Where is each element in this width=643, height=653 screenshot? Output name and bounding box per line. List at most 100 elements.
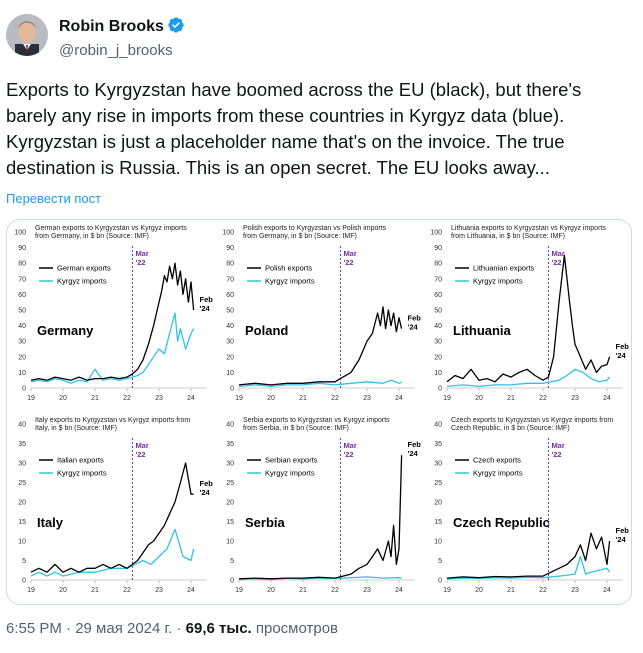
chart-title: Polish exports to Kyrgyzstan vs Polish i… [243,225,387,232]
legend-label: Czech exports [473,456,521,465]
end-label: '24 [408,449,419,458]
author-name-text[interactable]: Robin Brooks [59,18,164,35]
chart-panel-italy: 0 5 10 15 20 25 30 35 40 19 20 21 22 23 24 Italy export… [18,417,213,594]
y-tick-label: 5 [22,558,26,565]
x-tick-label: 19 [443,395,451,402]
y-tick-label: 70 [434,276,442,283]
y-tick-label: 40 [18,323,26,330]
country-label: Germany [37,323,94,338]
x-tick-label: 24 [603,395,611,402]
marker-label: '22 [551,450,561,459]
x-tick-label: 22 [539,395,547,402]
x-tick-label: 22 [123,587,131,594]
avatar-portrait-icon [6,14,48,56]
author-name[interactable]: Robin Brooks [59,16,185,36]
marker-label: Mar [551,441,564,450]
chart-title: Italy exports to Kyrgyzstan vs Kyrgyz im… [35,417,190,424]
x-tick-label: 24 [395,395,403,402]
y-tick-label: 20 [226,500,234,507]
end-label: '24 [200,304,211,313]
y-tick-label: 100 [14,230,26,237]
y-tick-label: 80 [434,261,442,268]
series-line-german-exports [30,262,195,381]
series-line-czech-exports [446,532,611,579]
end-label: '24 [200,488,211,497]
country-label: Poland [245,323,288,338]
chart-panel-poland: 0 10 20 30 40 50 60 70 80 90 100 19 20 21 22 23 24 Polish… [222,225,421,402]
translate-link[interactable]: Перевести пост [6,191,102,206]
series-line-kyrgyz-imports [446,368,611,388]
y-tick-label: 90 [226,245,234,252]
end-label: '24 [616,535,627,544]
chart-title: Lithuania exports to Kyrgyzstan vs Kyrgy… [451,225,606,232]
author-handle[interactable]: @robin_j_brooks [59,42,173,59]
tweet-timestamp[interactable]: 6:55 PM · 29 мая 2024 г. · [6,620,186,637]
x-tick-label: 21 [299,395,307,402]
y-tick-label: 80 [18,261,26,268]
end-label: Feb [408,314,422,323]
end-label: Feb [200,295,214,304]
x-tick-label: 23 [155,587,163,594]
avatar[interactable] [6,14,48,56]
y-tick-label: 60 [226,292,234,299]
y-tick-label: 0 [22,578,26,585]
x-tick-label: 24 [395,587,403,594]
y-tick-label: 5 [230,558,234,565]
y-tick-label: 40 [226,323,234,330]
country-label: Italy [37,515,64,530]
chart-title: Italy, in $ bn (Source: IMF) [35,425,117,432]
country-label: Czech Republic [453,515,550,530]
y-tick-label: 15 [226,519,234,526]
end-label: Feb [616,342,630,351]
marker-label: Mar [551,249,564,258]
country-label: Serbia [245,515,286,530]
y-tick-label: 40 [226,422,234,429]
y-tick-label: 20 [18,354,26,361]
chart-panel-lithuania: 0 10 20 30 40 50 60 70 80 90 100 19 20 21 22 23 24 Lithua… [430,225,629,402]
x-tick-label: 24 [603,587,611,594]
tweet-text: Exports to Kyrgyzstan have boomed across… [6,79,582,178]
x-tick-label: 19 [27,587,35,594]
country-label: Lithuania [453,323,512,338]
x-tick-label: 20 [475,395,483,402]
y-tick-label: 0 [438,578,442,585]
legend-label: Kyrgyz imports [265,469,315,478]
y-tick-label: 50 [226,308,234,315]
x-tick-label: 23 [571,395,579,402]
chart-panel-serbia: 0 5 10 15 20 25 30 35 40 19 20 21 22 23 24 Serbia expor… [226,417,421,594]
y-tick-label: 30 [226,339,234,346]
y-tick-label: 35 [434,441,442,448]
views-count: 69,6 тыс. [185,620,252,637]
x-tick-label: 23 [363,395,371,402]
y-tick-label: 20 [434,354,442,361]
y-tick-label: 30 [434,339,442,346]
y-tick-label: 30 [18,339,26,346]
marker-label: Mar [135,441,148,450]
chart-title: from Germany, in $ bn (Source: IMF) [35,233,149,240]
legend-label: Kyrgyz imports [265,277,315,286]
legend-label: Serbian exports [265,456,318,465]
verified-badge-icon [168,17,184,33]
legend-label: Kyrgyz imports [57,469,107,478]
series-line-lithuanian-exports [446,254,611,383]
y-tick-label: 25 [226,480,234,487]
y-tick-label: 70 [226,276,234,283]
y-tick-label: 35 [18,441,26,448]
x-tick-label: 23 [155,395,163,402]
series-line-kyrgyz-imports [30,528,195,577]
tweet-media-image[interactable]: 0 10 20 30 40 50 60 70 80 90 100 19 20 21 22 23 24 German… [6,219,632,605]
chart-title: Czech Republic, in $ bn (Source: IMF) [451,425,570,432]
y-tick-label: 0 [230,578,234,585]
chart-title: German exports to Kyrgyzstan vs Kyrgyz i… [35,225,187,232]
x-tick-label: 21 [299,587,307,594]
x-tick-label: 19 [443,587,451,594]
y-tick-label: 80 [226,261,234,268]
y-tick-label: 10 [226,539,234,546]
y-tick-label: 10 [18,370,26,377]
x-tick-label: 19 [27,395,35,402]
chart-title: Czech exports to Kyrgyzstan vs Kyrgyz im… [451,417,613,424]
marker-label: Mar [343,441,356,450]
x-tick-label: 21 [91,587,99,594]
x-tick-label: 19 [235,587,243,594]
legend-label: Kyrgyz imports [57,277,107,286]
